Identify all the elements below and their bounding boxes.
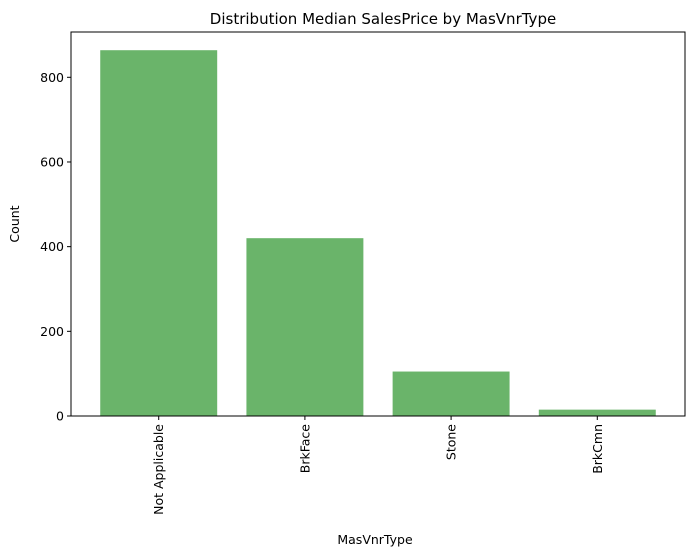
y-tick-label: 0 [56,409,64,424]
x-tick-label: BrkFace [297,424,312,474]
x-tick-label: Stone [444,424,459,460]
y-axis-label: Count [7,205,22,242]
bar-brkface [246,238,364,416]
x-tick-label: BrkCmn [590,424,605,474]
bar-stone [392,371,510,416]
y-tick-label: 400 [40,239,64,254]
y-tick-label: 200 [40,324,64,339]
x-axis: Not Applicable BrkFace Stone BrkCmn [151,416,605,515]
bar-brkcmn [538,409,656,416]
x-axis-label: MasVnrType [337,532,413,547]
y-axis: 0 200 400 600 800 [40,70,71,424]
x-tick-label: Not Applicable [151,424,166,515]
bars-group [100,50,656,416]
y-tick-label: 600 [40,154,64,169]
bar-not-applicable [100,50,218,416]
chart-title: Distribution Median SalesPrice by MasVnr… [210,10,556,28]
y-tick-label: 800 [40,70,64,85]
plot-area-frame [70,31,686,417]
